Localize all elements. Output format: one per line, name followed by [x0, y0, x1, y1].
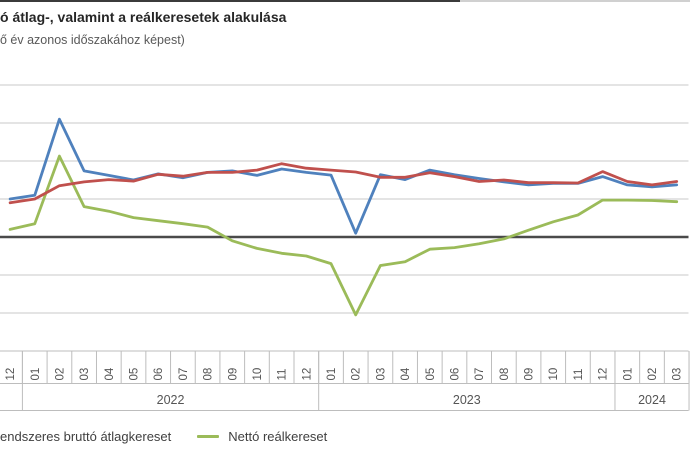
- x-axis-month-label: 04: [400, 367, 412, 380]
- x-axis-month-label: 04: [104, 367, 116, 380]
- legend-item-net-real: Nettó reálkereset: [197, 429, 327, 444]
- legend-label: endszeres bruttó átlagkereset: [0, 429, 172, 444]
- series-line-net-real: [8, 154, 679, 317]
- x-axis-month-label: 09: [524, 368, 536, 381]
- x-axis-month-label: 06: [153, 368, 165, 381]
- x-axis-month-label: 03: [79, 368, 91, 381]
- legend-line-marker-icon: [197, 435, 220, 438]
- x-axis-month-label: 02: [647, 368, 659, 381]
- legend-item-regular-gross: endszeres bruttó átlagkereset: [0, 429, 171, 444]
- x-axis-month-label: 05: [425, 368, 437, 381]
- x-axis-month-label: 09: [227, 368, 239, 381]
- legend-label: Nettó reálkereset: [228, 429, 328, 444]
- x-axis-month-label: 01: [622, 368, 634, 381]
- x-axis-month-label: 10: [252, 368, 264, 381]
- x-axis-month-label: 06: [450, 368, 462, 381]
- x-axis-year-label: 2024: [638, 393, 666, 407]
- x-axis-month-label: 03: [672, 368, 684, 381]
- series-line-regular-gross: [8, 162, 679, 205]
- x-axis-month-label: 11: [573, 369, 585, 381]
- x-axis-month-label: 01: [326, 368, 338, 381]
- x-axis-month-label: 02: [54, 368, 66, 381]
- x-axis-year-label: 2023: [453, 393, 481, 407]
- x-axis-month-label: 05: [129, 368, 141, 381]
- chart-subtitle: ő év azonos időszakához képest): [0, 33, 185, 47]
- chart-legend: endszeres bruttó átlagkereset Nettó reál…: [0, 429, 327, 444]
- x-axis-month-label: 12: [5, 368, 17, 381]
- x-axis-year-label: 2022: [157, 393, 185, 407]
- x-axis-month-label: 08: [499, 368, 511, 381]
- x-axis-month-label: 11: [277, 369, 289, 381]
- x-axis-month-label: 07: [474, 368, 486, 381]
- x-axis-month-label: 01: [30, 368, 42, 381]
- x-axis-month-label: 08: [203, 368, 215, 381]
- x-axis-month-label: 03: [375, 368, 387, 381]
- x-axis-month-label: 07: [178, 368, 190, 381]
- x-axis-month-label: 02: [351, 368, 363, 381]
- x-axis-month-label: 12: [598, 368, 610, 381]
- chart-title: ó átlag-, valamint a reálkeresetek alaku…: [0, 9, 287, 25]
- x-axis-month-label: 12: [301, 368, 313, 381]
- x-axis-month-label: 10: [548, 368, 560, 381]
